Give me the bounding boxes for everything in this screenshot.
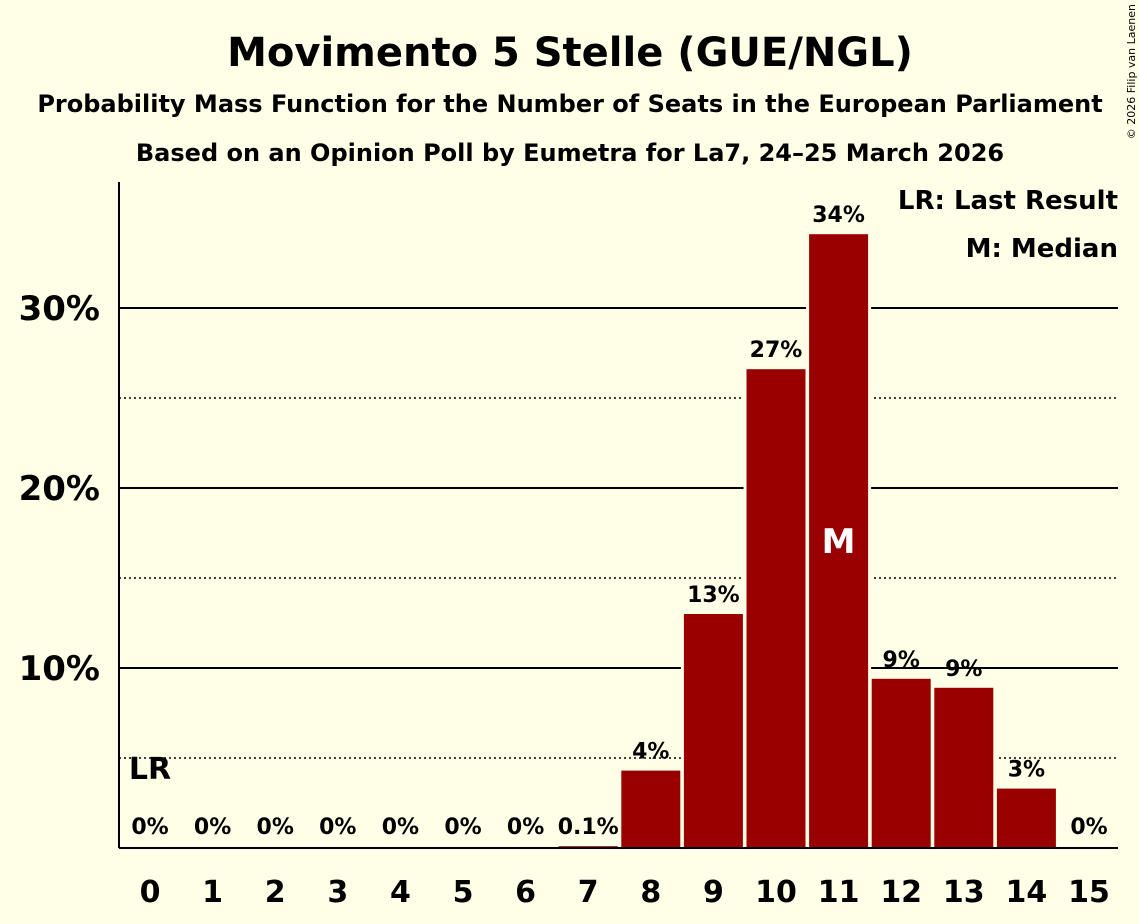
bar-14: [996, 788, 1056, 848]
x-tick-label-8: 8: [640, 875, 661, 910]
bar-halo-7: [555, 843, 621, 848]
x-tick-label-5: 5: [453, 875, 474, 910]
chart-subtitle-source: Based on an Opinion Poll by Eumetra for …: [136, 139, 1004, 167]
data-label-15: 0%: [1070, 815, 1107, 840]
data-label-8: 4%: [632, 740, 669, 765]
copyright-notice: © 2026 Filip van Laenen: [1125, 4, 1138, 139]
legend-median: M: Median: [966, 234, 1118, 264]
data-label-12: 9%: [883, 648, 920, 673]
data-label-0: 0%: [131, 815, 168, 840]
chart-subtitle: Probability Mass Function for the Number…: [37, 90, 1102, 118]
bar-10: [746, 369, 806, 848]
last-result-marker: LR: [129, 752, 171, 787]
x-tick-label-4: 4: [390, 875, 411, 910]
x-tick-label-6: 6: [515, 875, 536, 910]
data-labels: 0% 0 0% 1 0% 2 0% 3 0% 4 0% 5 0% 6 0.1% 7 4% 8 13% 9 27% 10 34…: [129, 203, 1110, 910]
x-tick-label-14: 14: [1006, 875, 1048, 910]
data-label-10: 27%: [750, 338, 803, 363]
chart-title: Movimento 5 Stelle (GUE/NGL): [227, 30, 913, 76]
data-label-13: 9%: [945, 657, 982, 682]
data-label-5: 0%: [444, 815, 481, 840]
x-tick-label-12: 12: [880, 875, 922, 910]
x-tick-label-3: 3: [327, 875, 348, 910]
bar-11: [809, 234, 869, 848]
data-label-11: 34%: [812, 203, 865, 228]
data-label-2: 0%: [257, 815, 294, 840]
x-tick-label-11: 11: [818, 875, 860, 910]
gridlines: 10% 20% 30%: [19, 289, 1118, 759]
x-tick-label-7: 7: [578, 875, 599, 910]
bars: [555, 231, 1059, 848]
x-tick-label-2: 2: [265, 875, 286, 910]
x-tick-label-15: 15: [1068, 875, 1110, 910]
y-tick-label: 30%: [19, 289, 100, 329]
data-label-4: 0%: [382, 815, 419, 840]
data-label-14: 3%: [1008, 758, 1045, 783]
bar-12: [871, 678, 931, 848]
legend-last-result: LR: Last Result: [898, 186, 1118, 216]
data-label-3: 0%: [319, 815, 356, 840]
median-marker: M: [822, 522, 856, 562]
data-label-6: 0%: [507, 815, 544, 840]
bar-9: [683, 614, 743, 848]
y-tick-label: 20%: [19, 469, 100, 509]
x-tick-label-10: 10: [755, 875, 797, 910]
bar-8: [621, 770, 681, 848]
axes: [118, 182, 1118, 849]
data-label-7: 0.1%: [558, 815, 619, 840]
x-tick-label-0: 0: [140, 875, 161, 910]
x-tick-label-13: 13: [943, 875, 985, 910]
bar-13: [934, 687, 994, 848]
data-label-9: 13%: [687, 583, 740, 608]
x-tick-label-1: 1: [202, 875, 223, 910]
data-label-1: 0%: [194, 815, 231, 840]
y-tick-label: 10%: [19, 649, 100, 689]
x-tick-label-9: 9: [703, 875, 724, 910]
